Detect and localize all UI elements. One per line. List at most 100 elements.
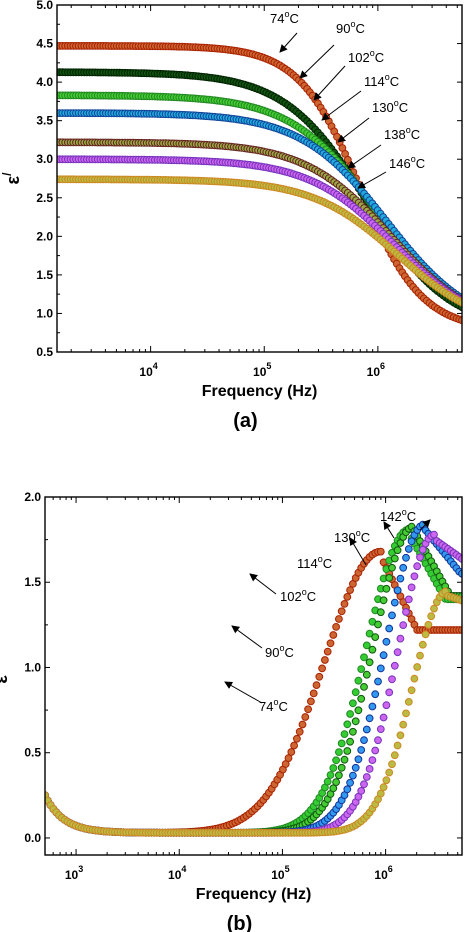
data-point [421,630,430,639]
x-tick-label: 104 [139,361,157,379]
data-point [374,620,382,629]
data-point [365,765,374,773]
data-point [357,787,366,795]
data-point [349,771,357,780]
annotation-arrow [279,32,298,53]
data-point [388,760,396,769]
data-point [385,624,394,633]
data-point [293,734,301,743]
data-point [407,537,416,546]
series-4 [57,109,462,303]
data-point [351,688,360,697]
annotation-label: 102oC [280,587,316,604]
data-point [418,640,427,649]
data-point [354,755,363,764]
data-point [402,553,410,562]
data-point [399,563,408,572]
data-point [329,784,338,793]
data-point [413,562,422,571]
data-point [332,756,341,765]
data-point [346,737,355,746]
data-point [362,773,371,781]
data-point [374,736,382,745]
data-point [404,595,413,604]
data-point [346,710,355,718]
data-point [360,653,368,662]
data-point [390,661,399,670]
data-point [402,709,410,718]
data-point [413,663,422,671]
plot-area [45,520,462,837]
data-point [304,705,313,714]
data-point [458,569,462,578]
data-point [371,633,380,641]
annotation-label: 74oC [270,9,299,26]
data-point [382,776,391,785]
annotation-label: 114oC [297,554,332,571]
y-tick-label: 2.0 [36,229,53,243]
y-tick-label: 3.5 [36,114,53,128]
y-tick-label: 0.5 [36,345,53,359]
data-point [382,584,391,593]
data-point [374,677,382,686]
data-point [343,720,352,729]
y-tick-label: 4.5 [36,37,53,51]
data-point [287,748,296,756]
data-point [379,651,388,660]
data-point [368,645,377,654]
series-2 [45,525,462,837]
data-point [390,598,399,607]
y-tick-label: 2.0 [24,490,41,504]
data-point [335,748,343,756]
y-tick-label: 1.5 [24,575,41,589]
panel-label: (b) [227,913,253,932]
series-6 [45,587,462,837]
annotation-label: 74oC [259,697,288,714]
data-point [357,665,366,673]
data-point [307,697,315,706]
data-point [362,641,371,650]
plot-frame [44,496,463,856]
data-point [362,670,371,679]
data-point [346,586,355,594]
y-tick-label: 4.0 [36,75,53,89]
annotation-label: 130oC [372,98,408,115]
y-axis-label: ε// [0,668,11,684]
annotation-label: 146oC [389,154,425,171]
data-point [323,777,332,786]
data-point [396,634,405,643]
data-point [393,586,402,595]
panel-label: (a) [233,410,257,432]
data-point [326,639,335,648]
data-point [416,651,424,660]
annotation-arrow [299,44,335,79]
data-point [315,672,324,681]
data-point [407,583,416,592]
data-point [343,785,352,794]
data-point [337,739,346,748]
annotation-label: 130oC [334,528,370,545]
data-point [365,629,374,638]
data-point [343,747,352,755]
annotation-arrow [349,537,367,566]
data-point [351,717,360,726]
data-point [379,783,388,792]
y-tick-label: 1.0 [36,306,53,320]
y-tick-label: 5.0 [36,0,53,12]
data-point [388,675,396,684]
x-axis-label: Frequency (Hz) [196,886,312,903]
y-tick-label: 0.5 [24,746,41,760]
data-point [458,316,462,325]
data-point [410,674,419,683]
y-axis-label: ε/ [0,172,23,185]
series-1 [45,547,462,837]
chart-panel-2: 0.0 0.5 1.0 1.5 2.0 103 104 105 106 Frequency (Hz… [0,490,463,932]
data-point [354,676,363,685]
annotation-label: 114oC [364,72,399,89]
data-point [382,637,391,646]
chart-panel-1: 0.5 1.0 1.5 2.0 2.5 3.0 3.5 4.0 4.5 5.0 104 105 106 F… [0,0,463,432]
data-point [329,764,338,772]
data-point [332,778,341,786]
annotation-arrow [337,117,370,143]
